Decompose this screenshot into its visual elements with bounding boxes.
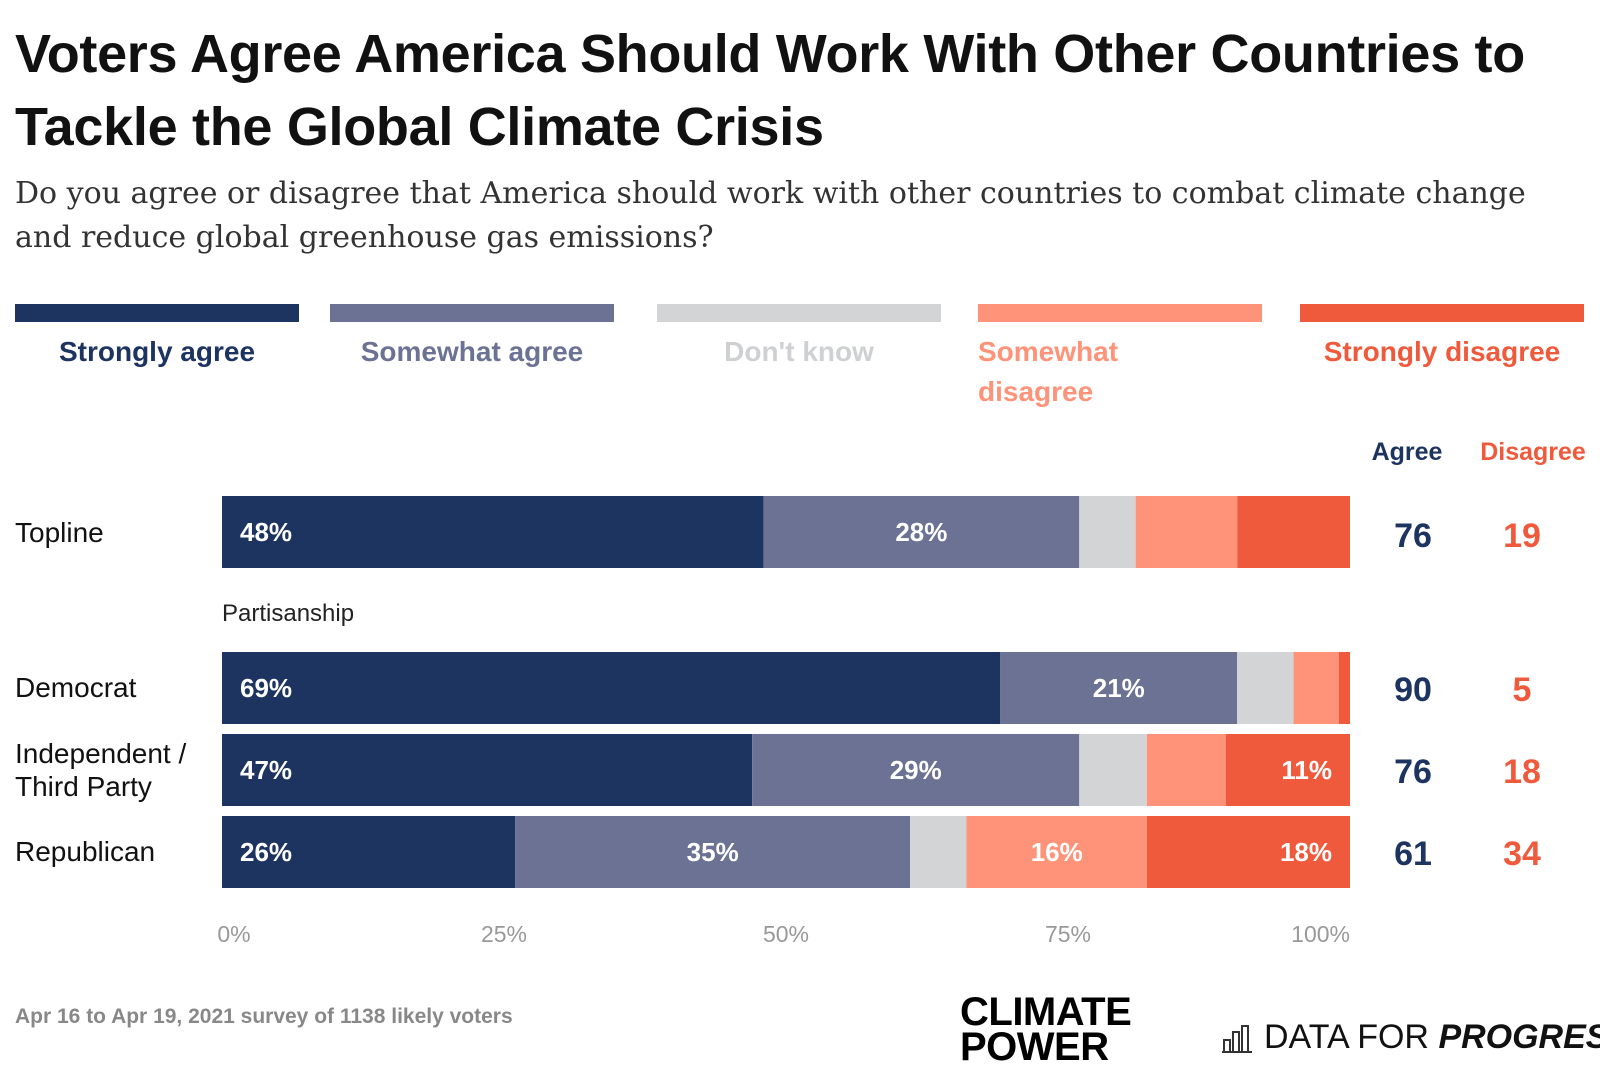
bar-data-label: 47% <box>240 755 292 785</box>
data-for-progress-logo: DATA FOR PROGRESS <box>1264 1018 1600 1057</box>
legend-swatch <box>330 304 614 322</box>
disagree-total: 19 <box>1503 517 1541 555</box>
legend-item-strongly-agree: Strongly agree <box>15 304 299 372</box>
legend-swatch <box>1300 304 1584 322</box>
agree-column-header: Agree <box>1371 438 1443 466</box>
legend-label: Somewhat agree <box>360 336 584 367</box>
group-label-partisanship: Partisanship <box>222 600 355 627</box>
x-axis-tick-label: 25% <box>481 921 527 947</box>
bar-segment <box>1237 652 1294 724</box>
disagree-total: 18 <box>1503 753 1541 791</box>
x-axis-tick-label: 100% <box>1291 921 1350 947</box>
bar-segment <box>752 734 1080 806</box>
legend-label: Somewhat disagree <box>978 336 1119 407</box>
climate-power-logo: CLIMATE POWER <box>960 990 1132 1069</box>
legend-label: Strongly disagree <box>1323 336 1561 367</box>
bar-data-label: 18% <box>1280 837 1332 867</box>
bar-segment <box>1146 734 1226 806</box>
legend-item-somewhat-agree: Somewhat agree <box>330 304 614 372</box>
bar-data-label: 29% <box>890 755 942 785</box>
legend-label: Don't know <box>724 336 874 367</box>
logo-text-data-for: DATA FOR <box>1264 1018 1429 1056</box>
bar-segment <box>222 816 516 888</box>
x-axis-tick-label: 50% <box>763 921 809 947</box>
row-label-independent: Independent / Third Party <box>15 738 187 802</box>
bar-data-label: 21% <box>1093 673 1145 703</box>
bar-segment <box>1237 496 1350 568</box>
bar-data-label: 26% <box>240 837 292 867</box>
agree-total: 76 <box>1394 753 1432 791</box>
bar-chart-icon <box>1222 1025 1252 1053</box>
agree-total: 76 <box>1394 517 1432 555</box>
bar-data-label: 35% <box>687 837 739 867</box>
bar-segment <box>1338 652 1350 724</box>
agree-total: 61 <box>1394 835 1432 873</box>
bar-data-label: 11% <box>1281 755 1332 785</box>
bar-segment <box>1000 652 1238 724</box>
legend-item-somewhat-disagree: Somewhat disagree <box>978 304 1262 412</box>
bar-segment <box>1079 734 1147 806</box>
legend-item-strongly-disagree: Strongly disagree <box>1300 304 1584 372</box>
row-label-republican: Republican <box>15 836 156 867</box>
logo-text-progress: PROGRESS <box>1438 1018 1600 1056</box>
legend-item-dont-know: Don't know <box>657 304 941 372</box>
bar-segment <box>1146 816 1350 888</box>
bar-segment <box>1293 652 1339 724</box>
disagree-total: 34 <box>1503 835 1541 873</box>
chart-title: Voters Agree America Should Work With Ot… <box>15 24 1525 157</box>
bar-segment <box>515 816 911 888</box>
x-axis-tick-label: 75% <box>1045 921 1091 947</box>
bar-segment <box>763 496 1080 568</box>
legend-swatch <box>657 304 941 322</box>
agree-total: 90 <box>1394 671 1432 709</box>
legend-swatch <box>15 304 299 322</box>
bar-segment <box>1079 496 1136 568</box>
logo-text-climate: CLIMATE <box>960 990 1132 1034</box>
bar-data-label: 48% <box>240 517 292 547</box>
legend-label: Strongly agree <box>58 336 256 367</box>
bar-data-label: 28% <box>895 517 947 547</box>
disagree-total: 5 <box>1512 671 1532 709</box>
footer-note: Apr 16 to Apr 19, 2021 survey of 1138 li… <box>15 1005 513 1028</box>
logo-text-power: POWER <box>960 1025 1109 1069</box>
bar-segment <box>1225 734 1350 806</box>
bar-segment <box>222 496 764 568</box>
bar-segment <box>910 816 967 888</box>
row-label-democrat: Democrat <box>15 672 137 703</box>
row-label-topline: Topline <box>15 517 104 548</box>
bar-segment <box>222 734 753 806</box>
bar-segment <box>222 652 1001 724</box>
disagree-column-header: Disagree <box>1480 438 1586 466</box>
bar-segment <box>966 816 1147 888</box>
bar-segment <box>1135 496 1238 568</box>
chart-subtitle: Do you agree or disagree that America sh… <box>15 176 1526 255</box>
bar-data-label: 16% <box>1031 837 1083 867</box>
legend-swatch <box>978 304 1262 322</box>
x-axis-tick-label: 0% <box>217 921 250 947</box>
bar-data-label: 69% <box>240 673 292 703</box>
